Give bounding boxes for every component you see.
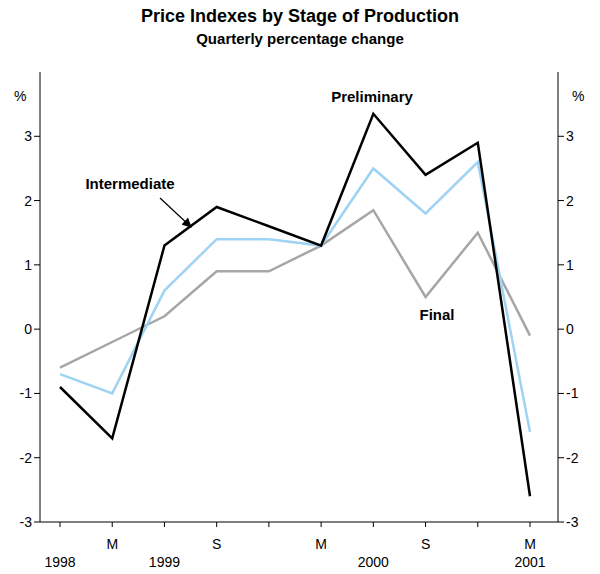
svg-text:2: 2 [24, 193, 32, 209]
svg-text:S: S [421, 536, 430, 552]
svg-text:3: 3 [24, 128, 32, 144]
svg-text:3: 3 [566, 128, 574, 144]
svg-text:M: M [106, 536, 118, 552]
svg-text:2001: 2001 [514, 554, 545, 570]
svg-text:S: S [212, 536, 221, 552]
html-text:Price Indexes by Stage of Prod: Price Indexes by Stage of Production [141, 6, 459, 26]
svg-text:1998: 1998 [44, 554, 75, 570]
svg-text:-3: -3 [20, 514, 33, 530]
svg-text:M: M [315, 536, 327, 552]
svg-text:1: 1 [566, 257, 574, 273]
html-text:Preliminary: Preliminary [331, 88, 413, 105]
svg-text:0: 0 [24, 321, 32, 337]
html-text:Intermediate: Intermediate [85, 175, 175, 192]
svg-text:2: 2 [566, 193, 574, 209]
svg-text:-1: -1 [20, 385, 33, 401]
html-text:Quarterly percentage change: Quarterly percentage change [196, 30, 404, 47]
svg-text:-1: -1 [566, 385, 579, 401]
svg-text:1999: 1999 [149, 554, 180, 570]
svg-text:-2: -2 [20, 450, 33, 466]
svg-text:M: M [524, 536, 536, 552]
svg-text:-2: -2 [566, 450, 579, 466]
svg-text:2000: 2000 [358, 554, 389, 570]
svg-text:-3: -3 [566, 514, 579, 530]
svg-text:0: 0 [566, 321, 574, 337]
svg-text:1: 1 [24, 257, 32, 273]
html-text:Final: Final [419, 306, 455, 323]
